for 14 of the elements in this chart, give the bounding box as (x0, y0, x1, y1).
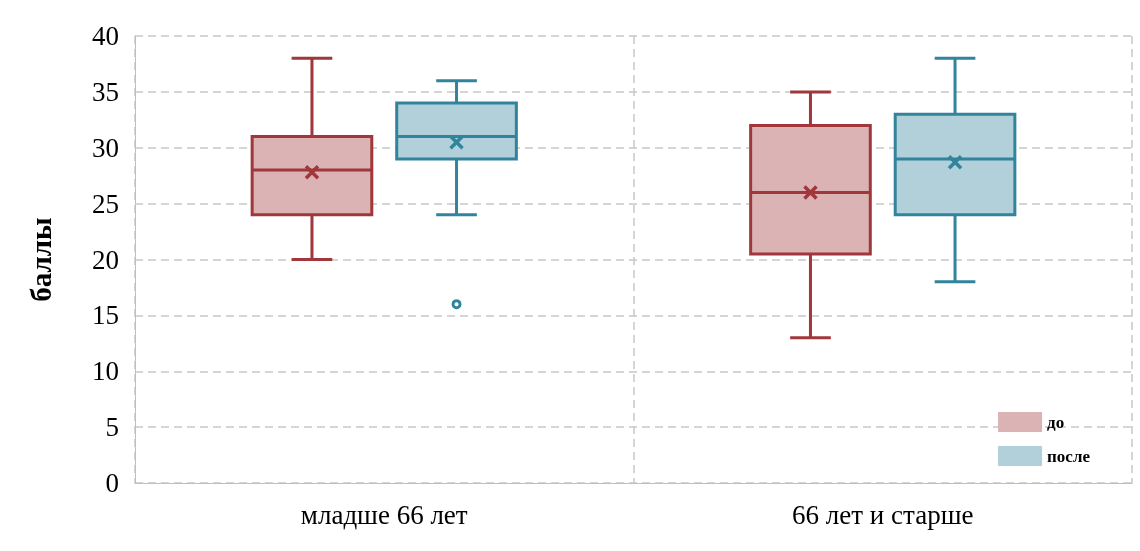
y-tick-label: 30 (92, 132, 119, 163)
y-tick-label: 35 (92, 76, 119, 107)
legend-label: до (1047, 412, 1065, 432)
x-tick-label: младше 66 лет (300, 499, 468, 530)
y-tick-label: 20 (92, 244, 119, 275)
x-tick-label: 66 лет и старше (792, 499, 974, 530)
y-tick-label: 0 (105, 468, 119, 498)
y-tick-label: 15 (92, 300, 119, 331)
y-tick-label: 25 (92, 188, 119, 219)
y-tick-label: 10 (92, 356, 119, 387)
y-tick-label: 40 (92, 21, 119, 51)
y-axis-title: баллы (24, 217, 57, 302)
y-tick-label: 5 (105, 412, 119, 443)
legend-label: после (1047, 446, 1091, 466)
